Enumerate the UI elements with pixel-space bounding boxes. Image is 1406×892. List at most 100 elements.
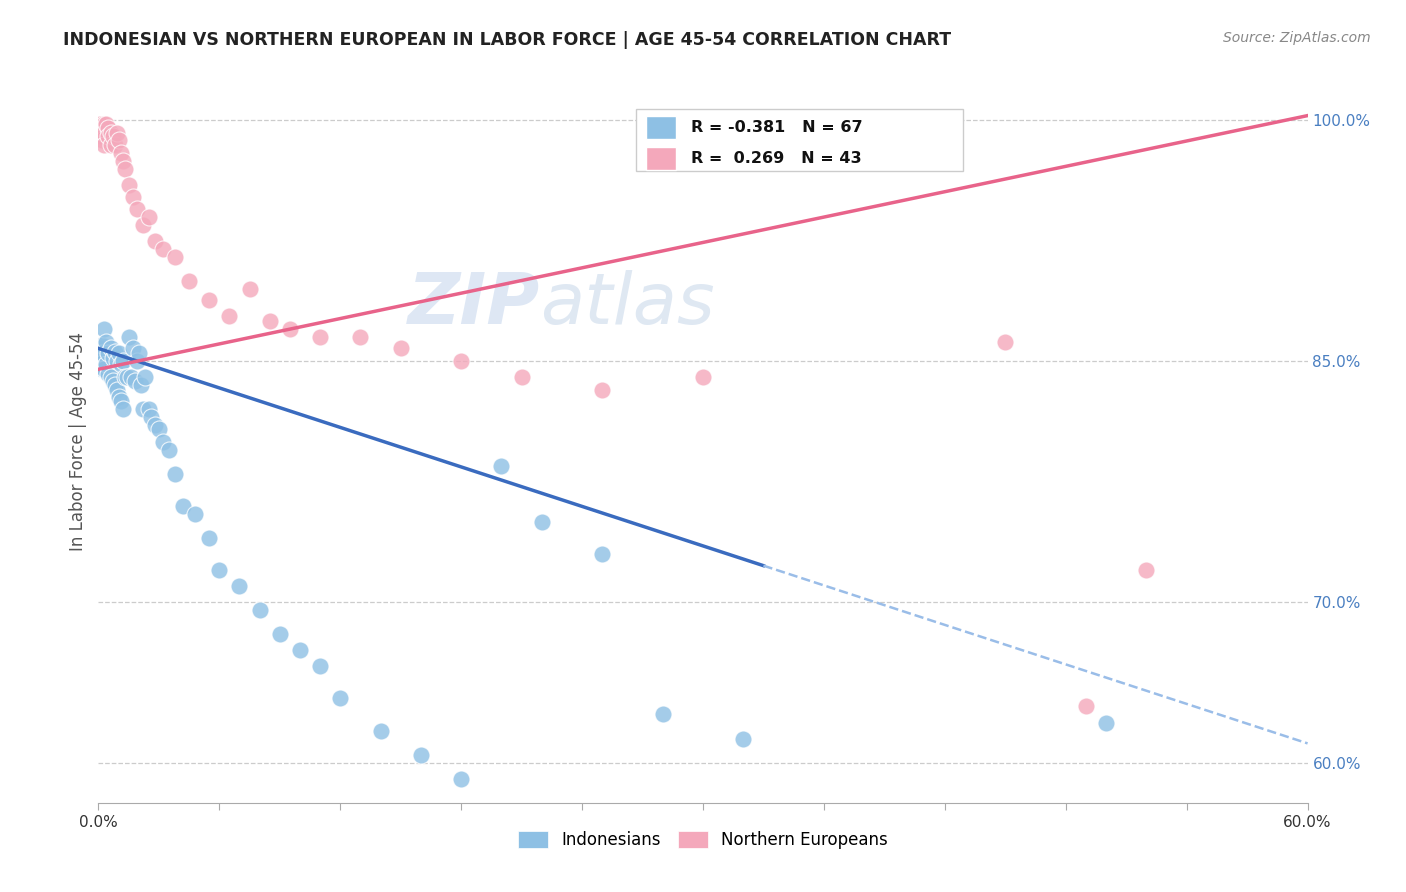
Point xyxy=(91,338,114,352)
Point xyxy=(96,117,118,131)
Point xyxy=(97,346,120,360)
Point xyxy=(100,370,122,384)
Point xyxy=(97,121,120,136)
Point xyxy=(510,370,533,384)
Point xyxy=(115,370,138,384)
Point xyxy=(148,422,170,436)
Point xyxy=(128,346,150,360)
Point xyxy=(163,250,186,264)
Point xyxy=(89,117,111,131)
Text: R =  0.269   N = 43: R = 0.269 N = 43 xyxy=(690,151,862,166)
Point xyxy=(1074,699,1097,714)
Point xyxy=(138,402,160,417)
Legend: Indonesians, Northern Europeans: Indonesians, Northern Europeans xyxy=(512,824,894,856)
Point xyxy=(101,351,124,365)
Point xyxy=(107,390,129,404)
Point xyxy=(91,121,114,136)
Point xyxy=(89,351,111,365)
Point xyxy=(370,723,392,738)
Point xyxy=(132,218,155,232)
Point xyxy=(994,334,1017,349)
Point xyxy=(100,126,122,140)
Point xyxy=(692,370,714,384)
Point xyxy=(105,383,128,397)
Point xyxy=(121,342,143,356)
Point xyxy=(179,274,201,288)
Point xyxy=(349,330,371,344)
Point xyxy=(733,731,755,746)
Point xyxy=(893,852,915,866)
Point xyxy=(89,346,111,360)
Point xyxy=(152,242,174,256)
Point xyxy=(103,344,125,359)
Point xyxy=(125,202,148,216)
Text: INDONESIAN VS NORTHERN EUROPEAN IN LABOR FORCE | AGE 45-54 CORRELATION CHART: INDONESIAN VS NORTHERN EUROPEAN IN LABOR… xyxy=(63,31,952,49)
Point xyxy=(110,145,132,160)
FancyBboxPatch shape xyxy=(647,116,676,139)
Point xyxy=(228,579,250,593)
Point xyxy=(198,531,221,545)
Point xyxy=(110,358,132,372)
Point xyxy=(288,643,311,657)
FancyBboxPatch shape xyxy=(637,109,963,170)
Point xyxy=(172,499,194,513)
Point xyxy=(813,820,835,834)
Point xyxy=(93,117,115,131)
Point xyxy=(100,137,122,152)
Point xyxy=(91,346,114,360)
Point xyxy=(111,153,134,168)
Text: R = -0.381   N = 67: R = -0.381 N = 67 xyxy=(690,120,862,135)
Y-axis label: In Labor Force | Age 45-54: In Labor Force | Age 45-54 xyxy=(69,332,87,551)
Point xyxy=(138,210,160,224)
Point xyxy=(409,747,432,762)
Point xyxy=(93,126,115,140)
Point xyxy=(110,394,132,409)
Point xyxy=(249,603,271,617)
Point xyxy=(309,659,332,673)
Point xyxy=(118,330,141,344)
Point xyxy=(134,370,156,384)
Point xyxy=(139,410,162,425)
Point xyxy=(97,367,120,381)
Point xyxy=(89,358,111,372)
Point xyxy=(239,282,262,296)
Point xyxy=(89,129,111,144)
Point xyxy=(198,293,221,308)
Point xyxy=(93,362,115,376)
Point xyxy=(101,129,124,144)
Point xyxy=(93,322,115,336)
Point xyxy=(450,354,472,368)
Point xyxy=(491,458,513,473)
Point xyxy=(96,334,118,349)
Point xyxy=(530,515,553,529)
Point xyxy=(152,434,174,449)
FancyBboxPatch shape xyxy=(647,147,676,169)
Point xyxy=(125,354,148,368)
Point xyxy=(259,314,281,328)
Point xyxy=(124,374,146,388)
Point xyxy=(389,342,412,356)
Point xyxy=(1095,715,1118,730)
Point xyxy=(103,378,125,392)
Point xyxy=(269,627,291,641)
Point xyxy=(591,547,613,561)
Point xyxy=(1135,563,1157,577)
Point xyxy=(651,707,673,722)
Point xyxy=(278,322,301,336)
Point xyxy=(129,378,152,392)
Point xyxy=(121,190,143,204)
Point xyxy=(329,691,352,706)
Point xyxy=(111,354,134,368)
Point xyxy=(143,418,166,433)
Text: ZIP: ZIP xyxy=(408,269,540,339)
Point xyxy=(91,133,114,147)
Point xyxy=(114,161,136,176)
Point xyxy=(96,358,118,372)
Point xyxy=(105,354,128,368)
Point xyxy=(118,178,141,192)
Point xyxy=(91,362,114,376)
Text: Source: ZipAtlas.com: Source: ZipAtlas.com xyxy=(1223,31,1371,45)
Point xyxy=(157,442,180,457)
Point xyxy=(101,374,124,388)
Point xyxy=(93,137,115,152)
